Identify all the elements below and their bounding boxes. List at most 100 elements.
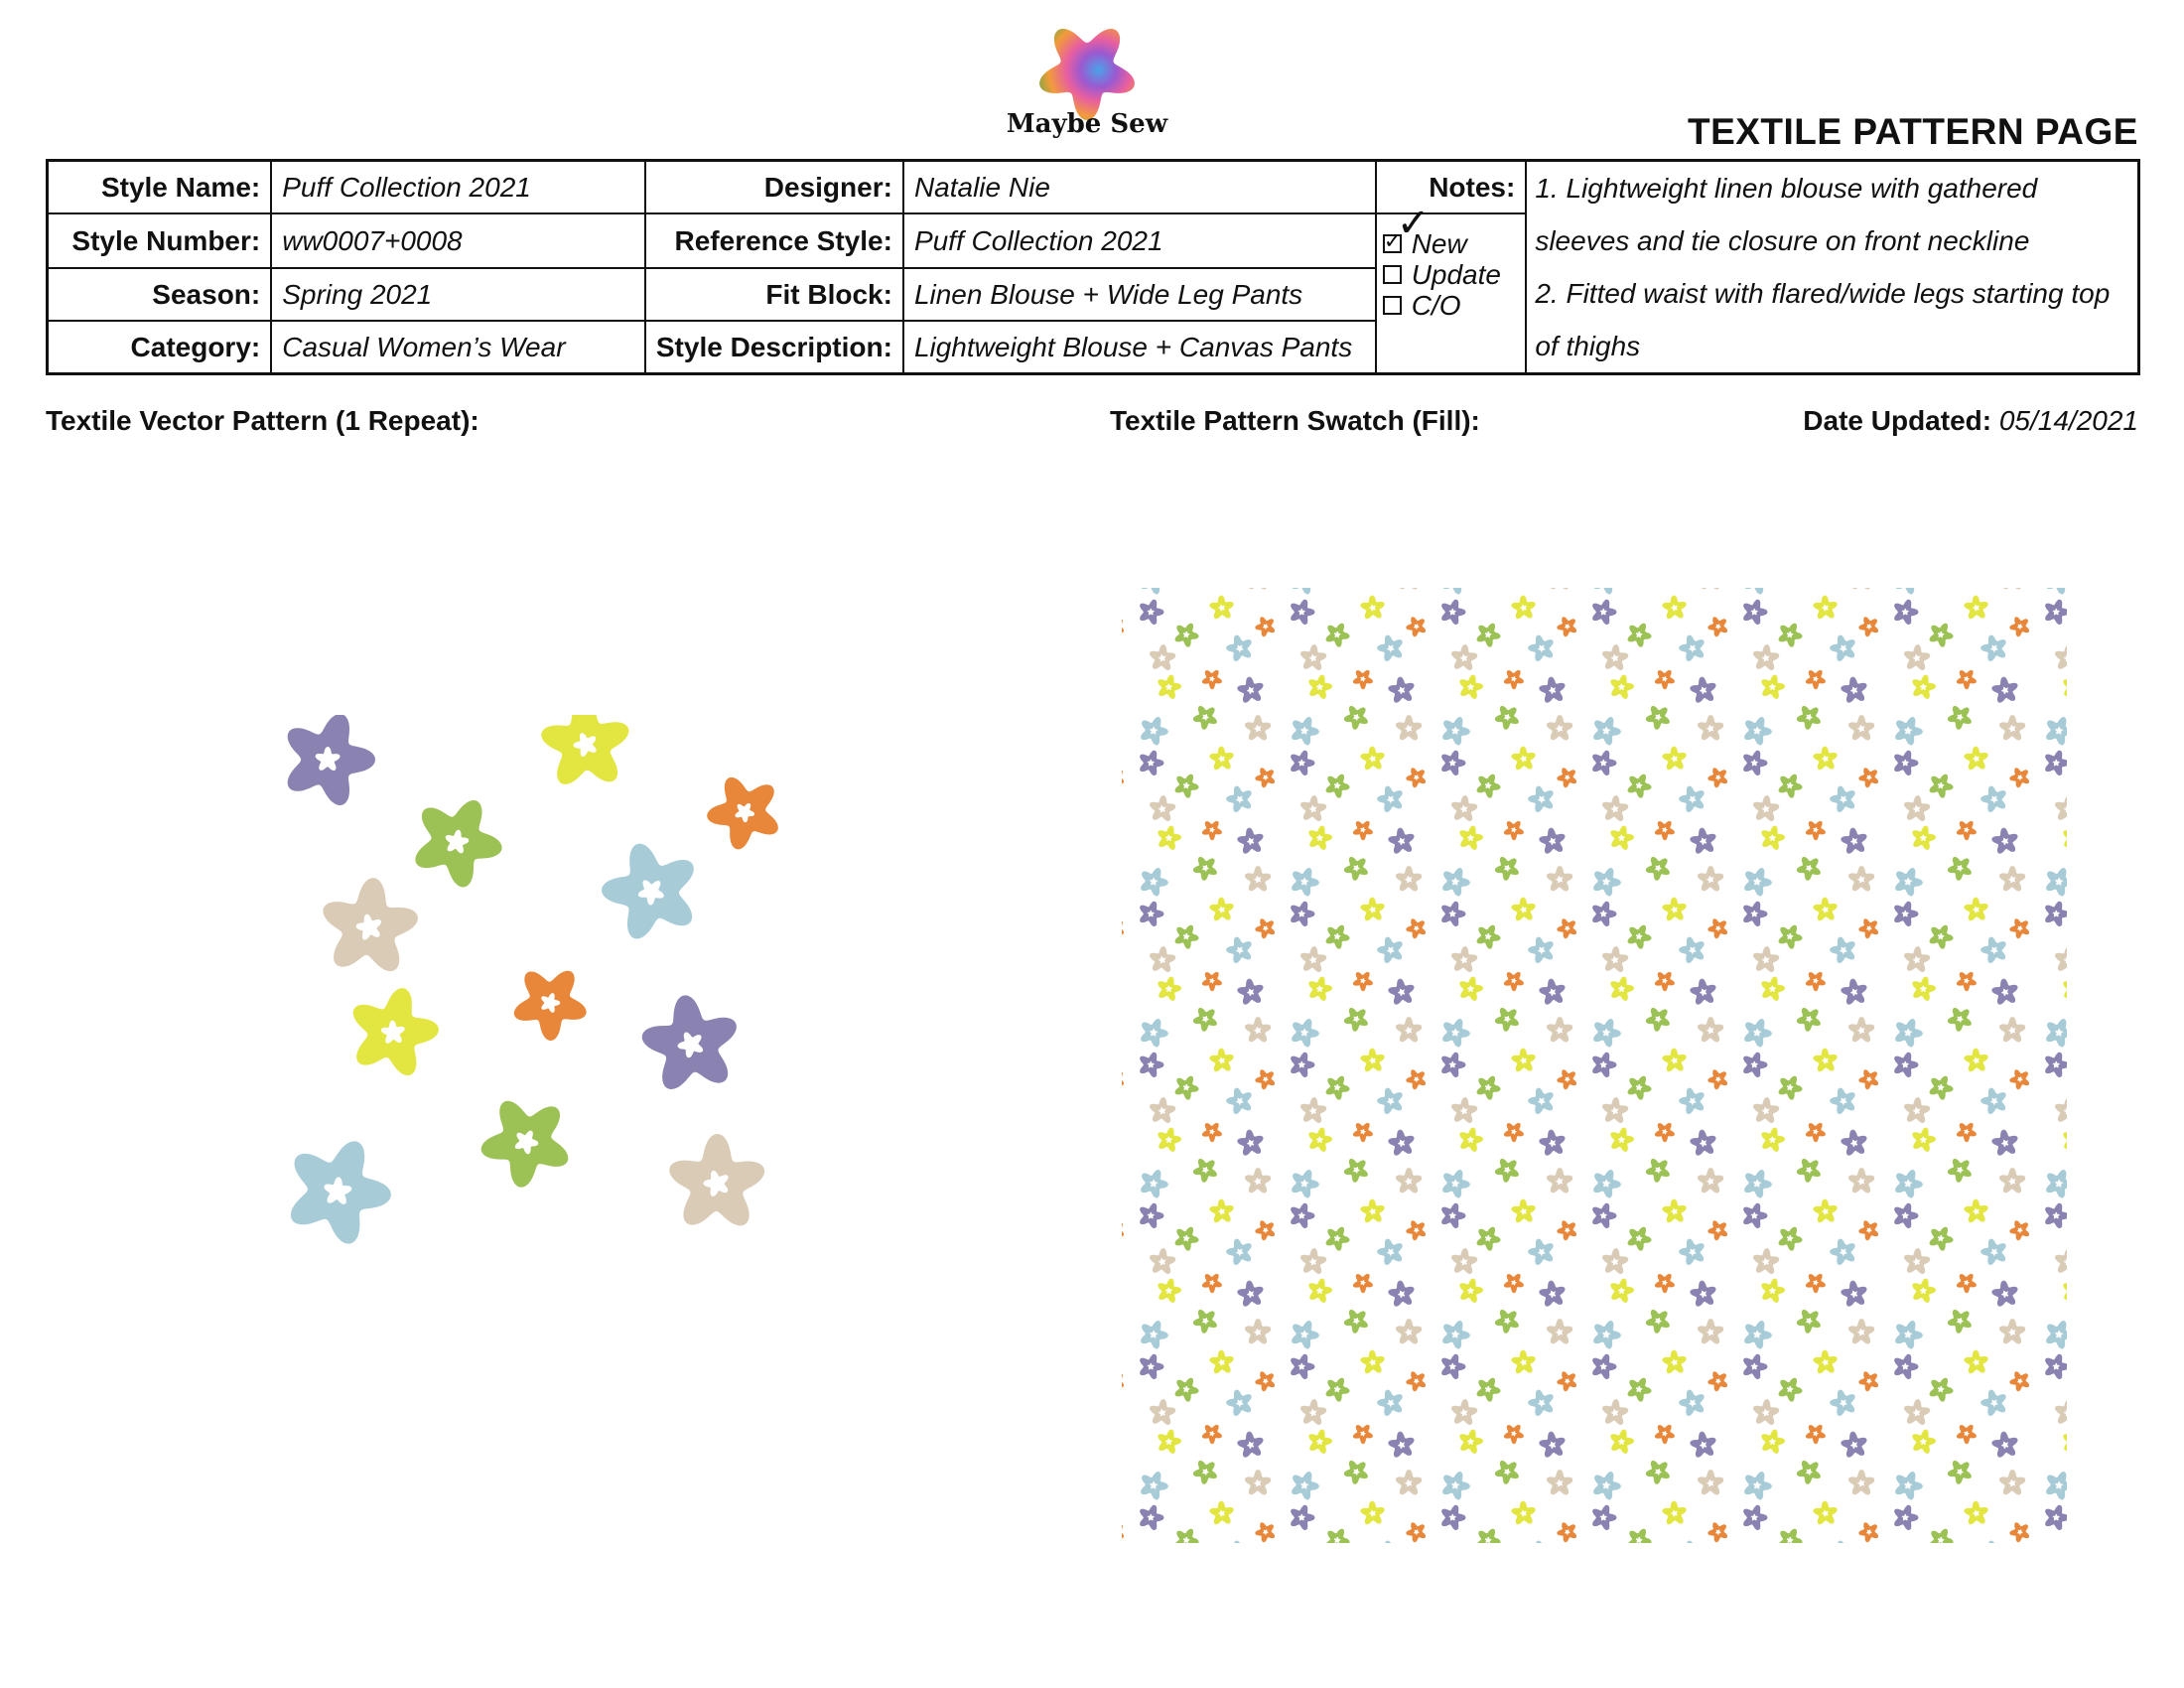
swatch-flower (1174, 1377, 1199, 1402)
swatch-flower (1947, 1309, 1972, 1334)
swatch-flower (1360, 1048, 1385, 1072)
swatch-flower (1528, 1087, 1554, 1114)
swatch-flower (2009, 768, 2030, 788)
swatch-flower (1292, 1321, 1319, 1349)
swatch-flower (1654, 1424, 1675, 1445)
swatch-flower (1645, 1007, 1670, 1032)
fit-block-label: Fit Block: (643, 267, 904, 322)
swatch-flower (1234, 1540, 1241, 1543)
swatch-flower (1697, 1319, 1724, 1344)
swatch-flower (1494, 1007, 1519, 1032)
swatch-flower (1929, 774, 1954, 798)
swatch-flower (1459, 1278, 1484, 1303)
swatch-flower (1956, 669, 1977, 690)
swatch-flower (1679, 785, 1705, 812)
pattern-flower (602, 843, 694, 939)
reference-style-label: Reference Style: (643, 212, 904, 269)
swatch-flower (1662, 1048, 1687, 1072)
swatch-flower (1610, 1127, 1635, 1152)
swatch-flower (1174, 1075, 1199, 1100)
checkbox-co[interactable] (1382, 296, 1402, 315)
swatch-flower (1593, 868, 1621, 897)
swatch-flower (1761, 825, 1786, 850)
swatch-flower (1388, 1280, 1415, 1307)
swatch-flower (1299, 946, 1327, 972)
swatch-flower (1912, 976, 1937, 1001)
swatch-label: Textile Pattern Swatch (Fill): (1110, 405, 1480, 436)
swatch-flower (1528, 1238, 1554, 1265)
swatch-flower (1377, 1238, 1403, 1265)
vector-pattern-repeat (287, 715, 778, 1244)
brand-logo-icon (1039, 28, 1135, 121)
swatch-flower (1255, 918, 1276, 939)
swatch-flower (1149, 1248, 1176, 1274)
swatch-flower (1610, 1429, 1635, 1454)
swatch-flower (1551, 588, 1569, 590)
vector-pattern-label: Textile Vector Pattern (1 Repeat): (46, 405, 479, 436)
swatch-flower (1299, 644, 1327, 670)
swatch-flower (1847, 1319, 1875, 1344)
swatch-flower (1539, 1431, 1566, 1458)
pattern-flower (415, 800, 502, 888)
swatch-flower (1813, 897, 1838, 921)
swatch-flower (1395, 1319, 1423, 1344)
swatch-flower (1662, 746, 1687, 771)
swatch-flower (1895, 868, 1923, 897)
swatch-flower (1459, 1127, 1484, 1152)
swatch-flower (1930, 1528, 1954, 1543)
swatch-flower (1122, 1222, 1125, 1237)
swatch-flower (1209, 595, 1234, 620)
status-co-label: C/O (1411, 289, 1461, 321)
swatch-flower (1122, 770, 1125, 784)
swatch-flower (1956, 1122, 1977, 1143)
swatch-flower (1494, 1309, 1519, 1334)
swatch-flower (1149, 946, 1176, 972)
swatch-flower (1654, 669, 1675, 690)
status-new[interactable]: New (1382, 228, 1520, 259)
swatch-flower (1395, 715, 1423, 741)
swatch-flower (1592, 1353, 1617, 1380)
swatch-flower (1192, 1460, 1217, 1484)
checkbox-update[interactable] (1382, 265, 1402, 284)
status-co[interactable]: C/O (1382, 289, 1520, 321)
swatch-flower (1546, 1017, 1573, 1043)
swatch-flower (1980, 785, 2006, 812)
swatch-flower (1847, 866, 1875, 892)
swatch-flower (1841, 1129, 1867, 1156)
swatch-flower (1343, 856, 1368, 881)
swatch-flower (1654, 1122, 1675, 1143)
swatch-flower (1158, 1278, 1182, 1303)
swatch-flower (1796, 1158, 1821, 1183)
swatch-flower (1325, 1226, 1350, 1251)
checkbox-new[interactable] (1382, 228, 1402, 254)
status-update[interactable]: Update (1382, 259, 1520, 290)
swatch-flower (1956, 1273, 1977, 1294)
swatch-flower (1838, 1540, 1844, 1543)
swatch-flower (1140, 599, 1164, 626)
swatch-flower (1697, 866, 1724, 892)
swatch-flower (1610, 976, 1635, 1001)
swatch-flower (1707, 1371, 1728, 1392)
swatch-flower (1237, 676, 1264, 703)
swatch-flower (1201, 1424, 1222, 1445)
swatch-flower (1308, 825, 1333, 850)
swatch-flower (1895, 588, 1915, 595)
swatch-flower (1858, 617, 1879, 637)
swatch-flower (2009, 1371, 2030, 1392)
swatch-flower (1503, 1122, 1524, 1143)
pattern-flower (287, 715, 375, 805)
spec-row: Style Name: Puff Collection 2021 Designe… (46, 159, 2140, 375)
spec-row: Style Number: ww0007+0008 Reference Styl… (46, 202, 2139, 375)
swatch-flower (1406, 1371, 1427, 1392)
swatch-flower (1360, 1198, 1385, 1223)
swatch-flower (1476, 1075, 1501, 1100)
swatch-flower (1158, 1429, 1182, 1454)
style-description-value: Lightweight Blouse + Canvas Pants (901, 320, 1377, 375)
swatch-flower (1441, 1353, 1466, 1380)
pattern-flower (707, 776, 778, 850)
swatch-flower (1343, 1007, 1368, 1032)
swatch-flower (1244, 1017, 1272, 1043)
swatch-flower (2063, 1283, 2067, 1300)
swatch-flower (1209, 1198, 1234, 1223)
notes-item-1: 1. Lightweight linen blouse with gathere… (1535, 173, 2038, 256)
